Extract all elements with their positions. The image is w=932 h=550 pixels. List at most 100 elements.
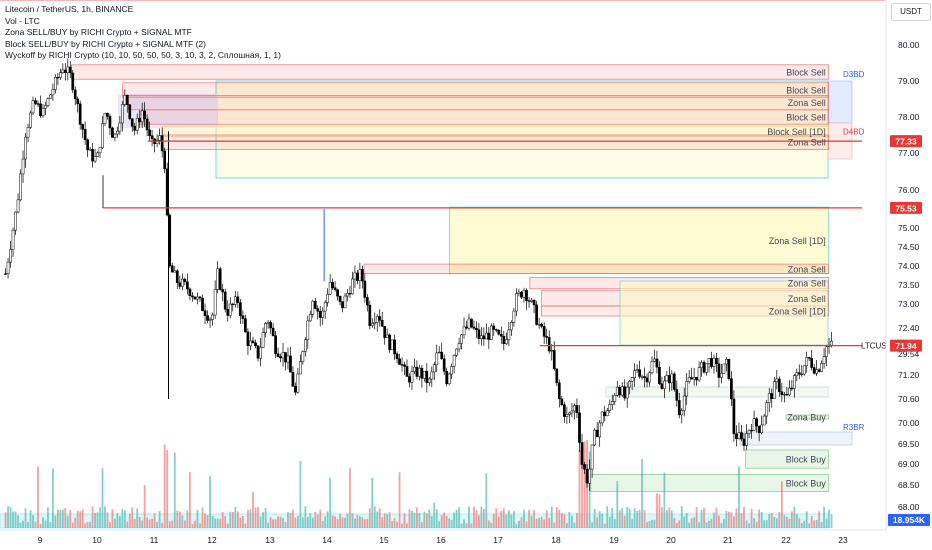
legend-indicator-wyckoff[interactable]: Wyckoff by RICHI Crypto (10, 10, 50, 50,…	[5, 50, 281, 60]
candle-body	[645, 377, 649, 383]
volume-bar	[81, 509, 84, 528]
volume-bar	[59, 510, 62, 528]
volume-bar	[146, 517, 149, 528]
candle-body	[63, 69, 67, 73]
zone-label-5: Zona Sell	[788, 138, 826, 148]
volume-bar	[262, 512, 264, 528]
volume-bar	[758, 509, 761, 528]
volume-bar	[663, 472, 666, 528]
volume-bar	[96, 512, 99, 528]
candle-body	[365, 297, 369, 306]
volume-bar	[196, 509, 199, 528]
volume-bar	[211, 515, 214, 528]
candle-body	[625, 386, 629, 399]
legend-volume[interactable]: Vol - LTC	[5, 15, 40, 26]
volume-bar	[525, 521, 528, 528]
volume-bar	[636, 510, 639, 528]
volume-bar	[19, 522, 22, 528]
candle-body	[41, 107, 45, 116]
candle-body	[745, 433, 748, 446]
volume-bar	[219, 518, 222, 528]
volume-bar	[730, 512, 733, 528]
volume-bar	[593, 508, 596, 528]
candle-body	[418, 367, 421, 377]
volume-bar	[470, 523, 473, 528]
candle-body	[815, 369, 818, 374]
candle-body	[440, 351, 444, 360]
volume-bar	[189, 472, 191, 528]
price-marker-1: 75.53	[895, 203, 917, 213]
price-marker-bg-2	[890, 339, 922, 352]
y-tick-8: 72.40	[898, 323, 920, 333]
candle-body	[303, 339, 307, 352]
candle-body	[653, 358, 656, 362]
currency-button[interactable]: USDT	[891, 3, 931, 21]
y-tick-0: 68.00	[898, 502, 920, 512]
candle-body	[313, 300, 317, 309]
candle-body	[375, 316, 379, 323]
legend-indicator-block[interactable]: Block SELL/BUY by RICHI Crypto + SIGNAL …	[5, 38, 206, 49]
volume-bar	[49, 522, 52, 528]
volume-bar	[373, 506, 376, 528]
volume-bar	[287, 512, 289, 528]
candle-body	[170, 265, 174, 273]
candle-body	[697, 367, 701, 381]
candle-body	[383, 325, 387, 338]
zone-label-4: Block Sell [1D]	[767, 127, 826, 137]
volume-bar	[695, 507, 698, 528]
volume-bar	[206, 515, 209, 528]
volume-bar	[463, 519, 465, 528]
volume-bar	[487, 520, 490, 528]
y-tick-4: 70.00	[898, 418, 920, 428]
candle-body	[16, 199, 20, 213]
candle-body	[470, 318, 473, 328]
candle-body	[61, 69, 65, 73]
candle-body	[143, 110, 147, 120]
candle-body	[462, 326, 466, 335]
volume-bar	[558, 509, 561, 528]
candle-body	[667, 375, 671, 384]
candle-body	[717, 363, 721, 378]
volume-bar	[259, 516, 262, 528]
volume-bar	[264, 508, 267, 528]
r3br-zone	[739, 431, 853, 446]
volume-bar	[358, 516, 361, 528]
candle-body	[565, 414, 569, 417]
volume-bar	[351, 513, 354, 528]
volume-bar	[47, 507, 49, 528]
candle-body	[575, 405, 579, 414]
volume-bar	[735, 508, 738, 528]
candle-body	[173, 270, 177, 273]
candle-body	[830, 340, 833, 346]
volume-bar	[156, 521, 159, 528]
legend-symbol[interactable]: Litecoin / TetherUS, 1h, BINANCE	[5, 4, 134, 14]
volume-bar	[680, 506, 683, 528]
candle-body	[430, 371, 434, 380]
candle-body	[259, 347, 262, 359]
candle-body	[423, 370, 426, 379]
zone-label-2: Zona Sell	[788, 98, 826, 108]
candle-body	[216, 268, 220, 290]
candle-body	[480, 335, 483, 340]
candle-body	[193, 296, 197, 300]
volume-bar	[234, 506, 237, 528]
candle-body	[36, 103, 40, 105]
volume-bar	[306, 517, 309, 528]
volume-bar	[241, 516, 244, 528]
legend-indicator-zona[interactable]: Zona SELL/BUY by RICHI Crypto + SIGNAL M…	[5, 27, 192, 37]
candle-body	[6, 261, 10, 274]
volume-bar	[106, 512, 109, 528]
candle-body	[658, 366, 661, 384]
candle-body	[191, 295, 194, 298]
volume-bar	[780, 481, 783, 528]
candle-body	[400, 364, 404, 366]
volume-bar	[7, 506, 9, 528]
volume-bar	[815, 520, 818, 528]
volume-bar	[101, 468, 104, 528]
volume-bar	[445, 515, 448, 528]
zone-4	[162, 125, 830, 138]
volume-bar	[656, 493, 658, 528]
candle-body	[286, 355, 290, 363]
candle-body	[279, 356, 282, 359]
